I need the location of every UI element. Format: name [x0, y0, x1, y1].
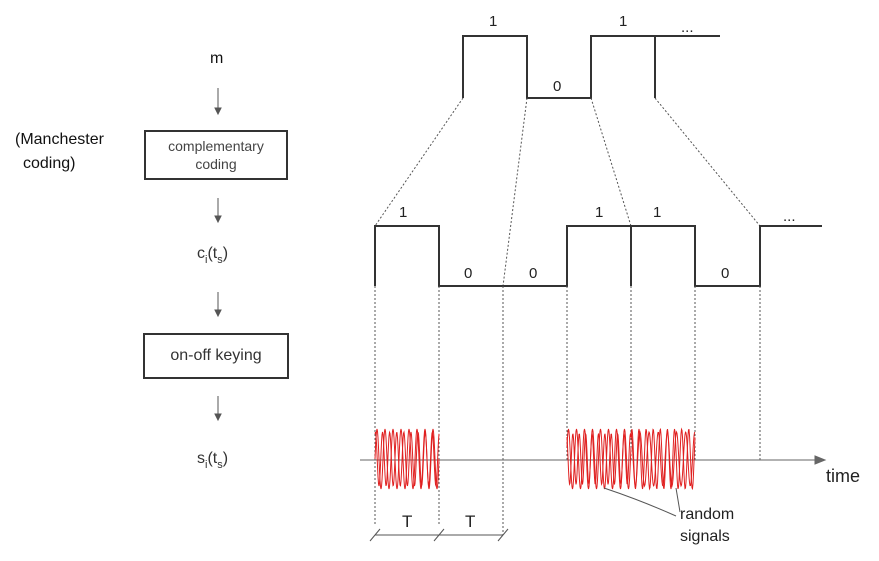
coded-bit-3: 0	[529, 265, 538, 282]
flow-arrows	[214, 88, 222, 422]
complementary-coding-box: complementary coding	[144, 130, 288, 180]
c-sub-s: s	[217, 254, 223, 266]
random-line-2: signals	[680, 528, 730, 545]
message-ellipsis: ...	[681, 19, 694, 36]
projection-lines	[374, 286, 761, 535]
coded-ellipsis: ...	[783, 208, 796, 225]
coded-bit-4: 1	[595, 204, 604, 221]
coded-bit-1: 1	[399, 204, 408, 221]
on-off-keying-box: on-off keying	[143, 333, 289, 379]
s-main: s	[197, 450, 205, 467]
arrow-coding-to-c	[214, 198, 222, 224]
c-end: )	[222, 245, 229, 262]
coded-waveform	[374, 225, 822, 287]
coded-bit-5: 1	[653, 204, 662, 221]
c-main: c	[197, 245, 205, 262]
message-bit-1: 1	[489, 13, 498, 30]
ook-burst-3b	[630, 430, 696, 488]
manchester-label: (Manchester coding)	[15, 128, 104, 176]
arrow-m-to-coding	[214, 88, 222, 116]
period-label-1: T	[402, 512, 413, 531]
ook-signal-group	[374, 427, 696, 491]
period-label-2: T	[465, 512, 476, 531]
random-signals-pointers	[603, 487, 681, 517]
message-label: m	[210, 50, 224, 67]
period-dimension	[369, 528, 509, 542]
complementary-line-2: coding	[195, 156, 237, 172]
s-sub-i: i	[205, 459, 208, 471]
manchester-line-1: (Manchester	[15, 131, 104, 148]
arrow-ook-to-s	[214, 396, 222, 422]
coded-bit-2: 0	[464, 265, 473, 282]
message-waveform	[462, 35, 720, 99]
c-sub-i: i	[205, 254, 208, 266]
time-axis	[360, 455, 827, 465]
s-sub-s: s	[217, 459, 223, 471]
on-off-keying-label: on-off keying	[170, 347, 262, 364]
random-signals-label: random signals	[680, 504, 734, 548]
coded-bit-6: 0	[721, 265, 730, 282]
ook-burst-3a	[630, 427, 696, 491]
message-bit-3: 1	[619, 13, 628, 30]
random-line-1: random	[680, 506, 735, 523]
ook-burst-1b	[374, 430, 440, 488]
arrow-c-to-ook	[214, 292, 222, 318]
s-end: )	[222, 450, 229, 467]
time-axis-label: time	[826, 466, 861, 486]
s-mid: (t	[207, 450, 218, 467]
manchester-line-2: coding)	[23, 155, 76, 172]
mapping-lines	[374, 97, 761, 287]
message-bit-2: 0	[553, 78, 562, 95]
coded-signal-label: ci(ts)	[197, 245, 229, 266]
complementary-line-1: complementary	[168, 138, 264, 154]
ook-burst-2b	[566, 431, 632, 487]
ook-signal-label: si(ts)	[197, 450, 229, 471]
ook-burst-2a	[566, 428, 632, 490]
c-mid: (t	[207, 245, 218, 262]
